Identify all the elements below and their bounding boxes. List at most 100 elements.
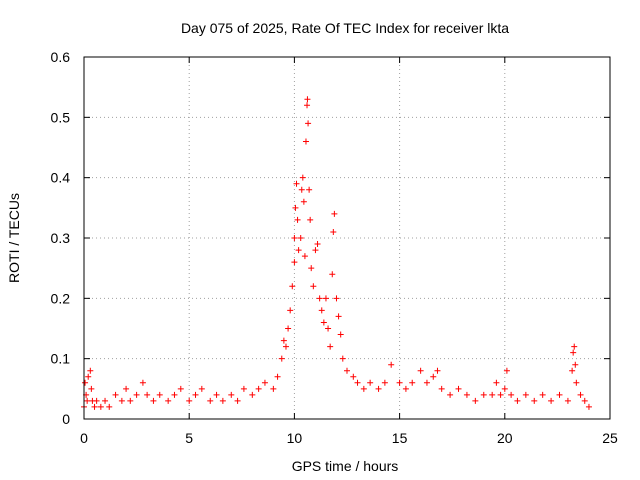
x-tick-label: 10 [287, 430, 303, 446]
data-point [489, 391, 496, 398]
data-point [571, 343, 578, 350]
data-point [325, 325, 332, 332]
data-point [139, 379, 146, 386]
data-point [308, 265, 315, 272]
data-point [333, 295, 340, 302]
data-point [97, 403, 104, 410]
y-tick-label: 0.4 [51, 170, 71, 186]
data-point [330, 228, 337, 235]
y-tick-label: 0 [62, 411, 70, 427]
data-point [123, 385, 130, 392]
chart-title: Day 075 of 2025, Rate Of TEC Index for r… [181, 20, 509, 36]
data-point [327, 343, 334, 350]
data-point [337, 331, 344, 338]
y-tick-label: 0.5 [51, 109, 71, 125]
data-point [278, 355, 285, 362]
data-point [396, 379, 403, 386]
data-point [88, 385, 95, 392]
x-axis-label: GPS time / hours [292, 458, 399, 474]
data-point [531, 397, 538, 404]
x-tick-label: 0 [80, 430, 88, 446]
data-point [261, 379, 268, 386]
data-point [556, 391, 563, 398]
data-point [177, 385, 184, 392]
data-point [274, 373, 281, 380]
data-point [573, 379, 580, 386]
data-point [455, 385, 462, 392]
data-point [282, 343, 289, 350]
data-point [480, 391, 487, 398]
data-point [570, 349, 577, 356]
data-point [318, 307, 325, 314]
data-point [316, 295, 323, 302]
data-point [314, 241, 321, 248]
data-points [81, 96, 592, 410]
data-point [367, 379, 374, 386]
data-point [297, 235, 304, 241]
y-tick-label: 0.2 [51, 290, 71, 306]
data-point [447, 391, 454, 398]
data-point [91, 403, 98, 410]
data-point [493, 379, 500, 386]
data-point [240, 385, 247, 392]
data-point [300, 198, 307, 205]
data-point [127, 397, 134, 404]
data-point [293, 180, 300, 187]
data-point [548, 397, 555, 404]
data-point [329, 271, 336, 278]
data-point [156, 391, 163, 398]
data-point [409, 379, 416, 386]
data-point [304, 102, 311, 109]
data-point [249, 391, 256, 398]
data-point [295, 247, 302, 254]
data-point [207, 397, 214, 404]
data-point [306, 186, 313, 193]
data-point [430, 373, 437, 380]
data-point [84, 397, 91, 404]
data-point [402, 385, 409, 392]
data-point [522, 391, 529, 398]
data-point [280, 337, 287, 344]
data-point [305, 120, 312, 127]
x-tick-labels: 0 5 10 15 20 25 [80, 430, 618, 446]
y-tick-label: 0.1 [51, 351, 71, 367]
data-point [360, 385, 367, 392]
data-point [434, 367, 441, 374]
axis-ticks [83, 56, 611, 420]
data-point [381, 379, 388, 386]
data-point [82, 379, 89, 386]
data-point [417, 367, 424, 374]
data-point [307, 216, 314, 223]
y-axis-label: ROTI / TECUs [6, 193, 22, 283]
data-point [289, 283, 296, 290]
data-point [270, 385, 277, 392]
data-point [339, 355, 346, 362]
y-tick-label: 0.6 [51, 49, 71, 65]
x-tick-label: 25 [602, 430, 618, 446]
data-point [133, 391, 140, 398]
data-point [514, 397, 521, 404]
y-tick-label: 0.3 [51, 230, 71, 246]
data-point [213, 391, 220, 398]
x-tick-label: 15 [392, 430, 408, 446]
data-point [150, 397, 157, 404]
data-point [388, 361, 395, 368]
data-point [219, 397, 226, 404]
y-tick-labels: 0 0.1 0.2 0.3 0.4 0.5 0.6 [51, 49, 71, 427]
data-point [228, 391, 235, 398]
data-point [344, 367, 350, 374]
data-point [285, 325, 292, 332]
data-point [291, 235, 298, 241]
data-point [472, 397, 479, 404]
data-point [350, 373, 357, 380]
data-point [85, 373, 92, 380]
data-point [292, 204, 299, 211]
data-point [577, 391, 584, 398]
data-point [572, 361, 579, 368]
data-point [298, 186, 305, 193]
data-point [310, 283, 317, 290]
data-point [118, 397, 125, 404]
data-point [165, 397, 172, 404]
